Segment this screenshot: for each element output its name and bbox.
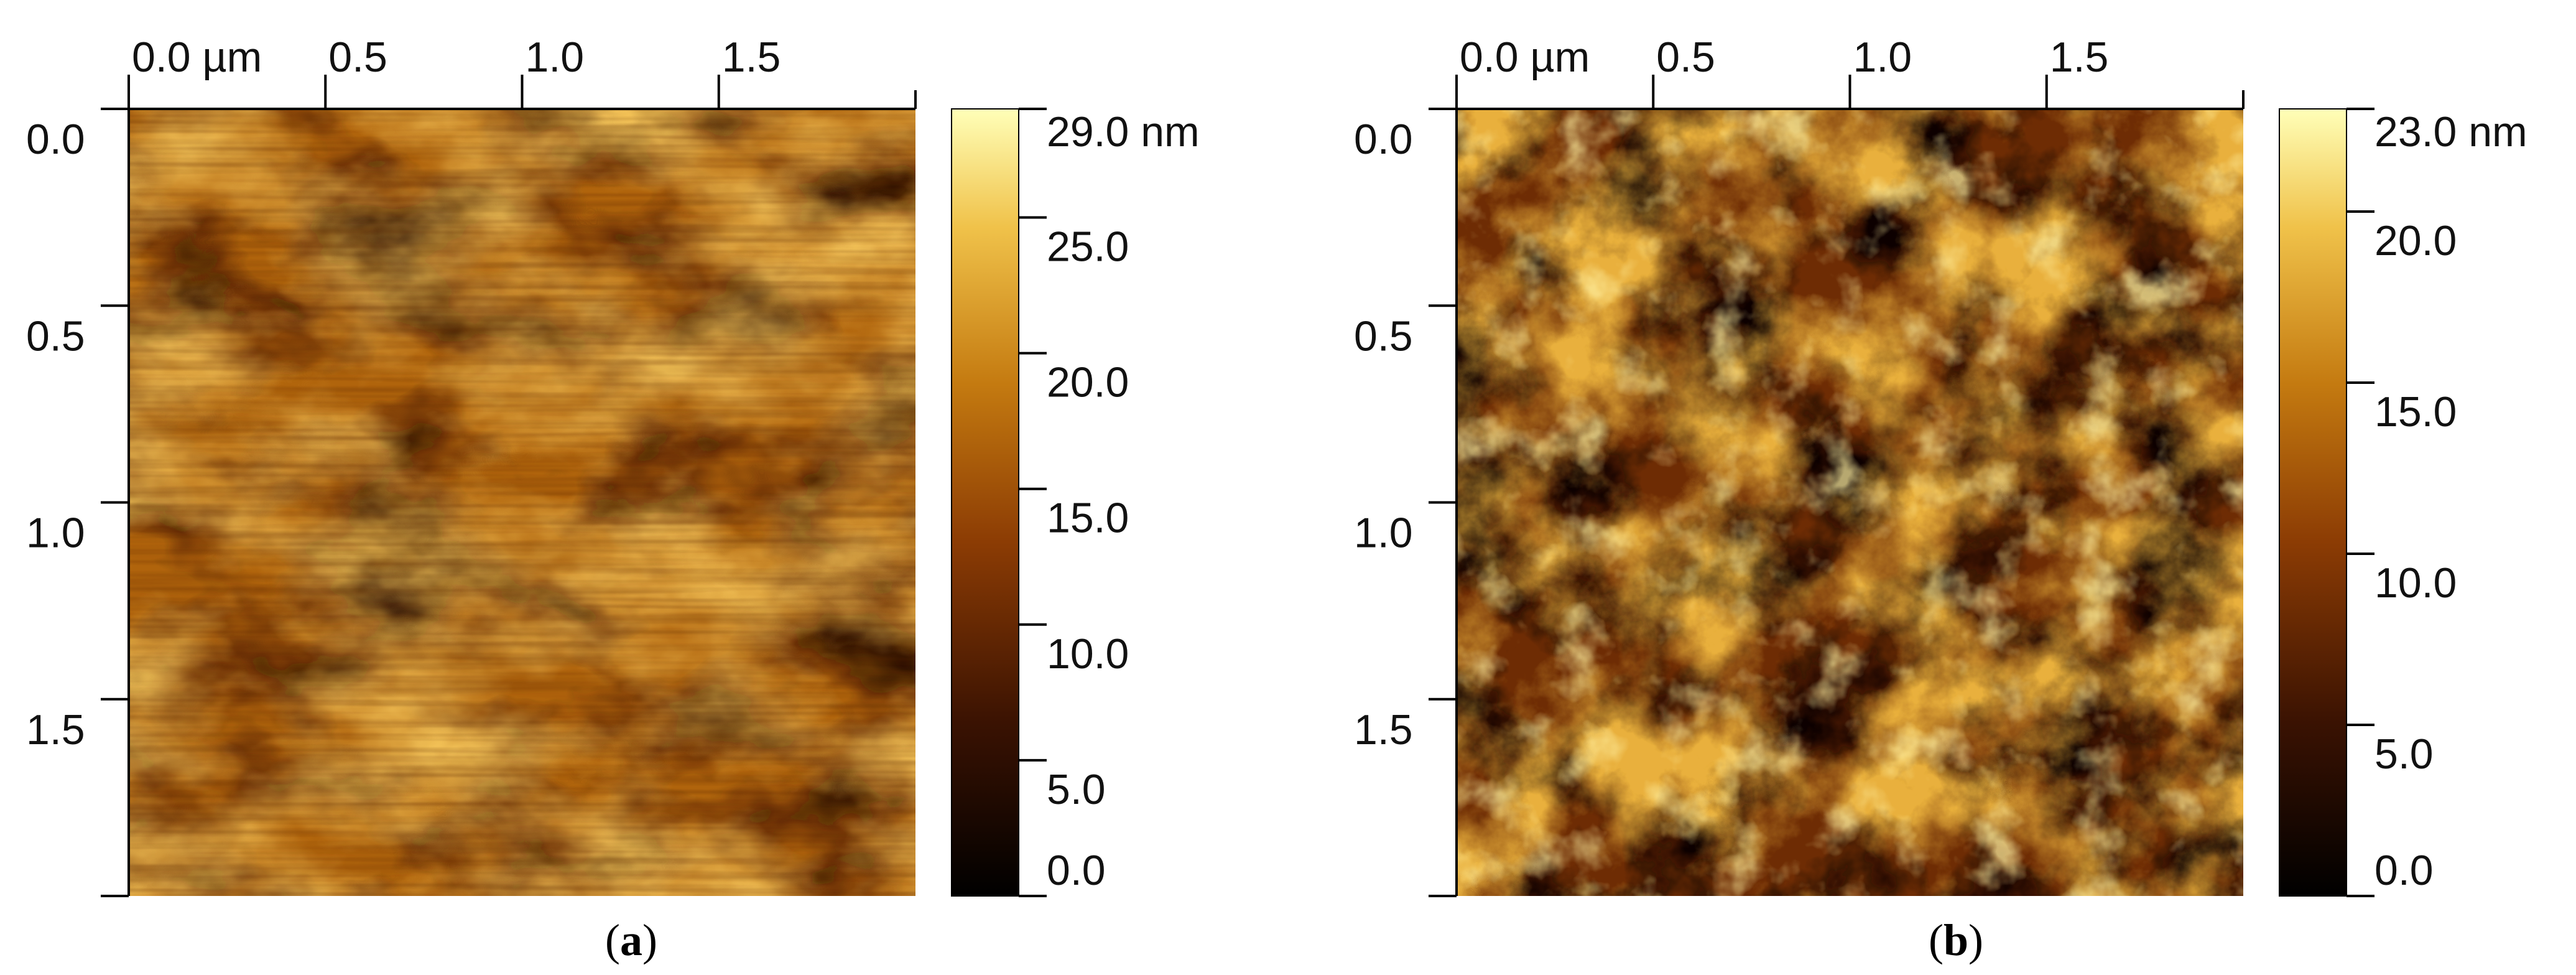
axes-a — [101, 75, 917, 897]
y-tick-label: 1.5 — [26, 706, 85, 753]
colorbar-tick-label: 10.0 — [2374, 559, 2457, 607]
y-tick-label: 1.0 — [26, 510, 85, 557]
colorbar-tick-label: 15.0 — [2374, 388, 2457, 436]
x-tick-label: 1.0 — [1853, 34, 1912, 81]
colorbar-tick-label: 5.0 — [2374, 730, 2434, 778]
x-tick-label: 0.0 µm — [1460, 34, 1590, 81]
y-tick-label: 1.0 — [1354, 510, 1413, 557]
colorbar-tick-label: 29.0 nm — [1047, 108, 1200, 156]
afm-panel-b: 0.0 µm 0.5 1.0 1.5 0.0 0.5 1.0 1.5 23.0 nm 20.0… — [1354, 34, 2527, 965]
y-tick-label: 0.0 — [1354, 116, 1413, 163]
colorbar-tick-label: 20.0 — [1047, 359, 1129, 406]
colorbar-a — [952, 109, 1019, 896]
y-tick-label: 0.5 — [26, 312, 85, 360]
y-tick-labels-b: 0.0 0.5 1.0 1.5 — [1354, 116, 1413, 753]
y-tick-label: 0.0 — [26, 116, 85, 163]
x-tick-labels-b: 0.0 µm 0.5 1.0 1.5 — [1460, 34, 2108, 81]
colorbar-tick-label: 20.0 — [2374, 217, 2457, 264]
colorbar-b — [2279, 109, 2347, 896]
colorbar-ticks-b: 23.0 nm 20.0 15.0 10.0 5.0 0.0 — [2279, 108, 2527, 897]
x-tick-label: 0.5 — [1656, 34, 1715, 81]
colorbar-tick-label: 0.0 — [1047, 847, 1106, 894]
colorbar-ticks-a: 29.0 nm 25.0 20.0 15.0 10.0 5.0 0.0 — [951, 108, 1200, 897]
colorbar-tick-label: 0.0 — [2374, 847, 2434, 894]
y-tick-labels-a: 0.0 0.5 1.0 1.5 — [26, 116, 85, 753]
axes-b — [1429, 75, 2245, 897]
afm-panel-a: 0.0 µm 0.5 1.0 1.5 0.0 0.5 1.0 1.5 29.0 nm 25.0… — [26, 34, 1200, 965]
panel-caption-b: (b) — [1929, 915, 1983, 965]
panel-caption-a: (a) — [605, 915, 657, 965]
colorbar-tick-label: 5.0 — [1047, 766, 1106, 813]
x-tick-label: 0.5 — [328, 34, 387, 81]
y-tick-label: 0.5 — [1354, 312, 1413, 360]
colorbar-frame — [2279, 108, 2347, 897]
x-tick-label: 1.5 — [722, 34, 781, 81]
colorbar-tick-label: 23.0 nm — [2374, 108, 2527, 156]
afm-height-image-b — [1457, 109, 2243, 896]
colorbar-frame — [951, 108, 1019, 897]
afm-height-image-a — [129, 109, 915, 896]
x-tick-label: 1.5 — [2050, 34, 2109, 81]
x-tick-label: 1.0 — [526, 34, 585, 81]
y-tick-label: 1.5 — [1354, 706, 1413, 753]
colorbar-tick-label: 10.0 — [1047, 630, 1129, 678]
colorbar-tick-label: 25.0 — [1047, 223, 1129, 270]
colorbar-tick-label: 15.0 — [1047, 495, 1129, 542]
x-tick-label: 0.0 µm — [132, 34, 262, 81]
x-tick-labels-a: 0.0 µm 0.5 1.0 1.5 — [132, 34, 781, 81]
